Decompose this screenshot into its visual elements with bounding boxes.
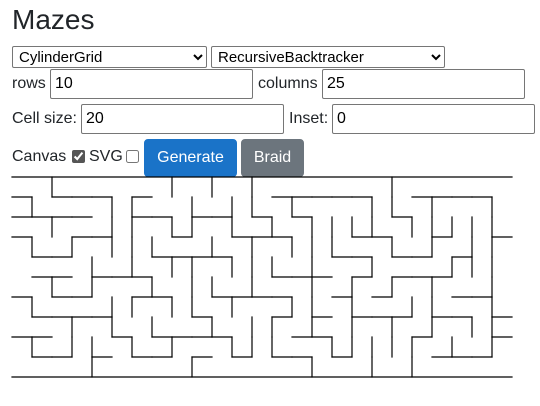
page-title: Mazes xyxy=(12,4,95,35)
rows-input[interactable] xyxy=(50,69,253,99)
columns-label: columns xyxy=(258,75,318,92)
cell-size-label: Cell size: xyxy=(12,110,77,127)
columns-input[interactable] xyxy=(322,69,525,99)
rows-label: rows xyxy=(12,75,46,92)
inset-label: Inset: xyxy=(289,110,329,127)
maze-walls xyxy=(11,176,513,378)
inset-input[interactable] xyxy=(332,104,535,134)
svg-checkbox[interactable] xyxy=(126,150,139,163)
canvas-checkbox[interactable] xyxy=(72,150,85,163)
algorithm-select[interactable]: RecursiveBacktracker xyxy=(211,46,445,68)
generate-button[interactable]: Generate xyxy=(144,139,237,177)
grid-type-select[interactable]: CylinderGrid xyxy=(12,46,207,68)
svg-label: SVG xyxy=(89,148,123,165)
cell-size-input[interactable] xyxy=(81,104,284,134)
canvas-label: Canvas xyxy=(12,148,67,165)
